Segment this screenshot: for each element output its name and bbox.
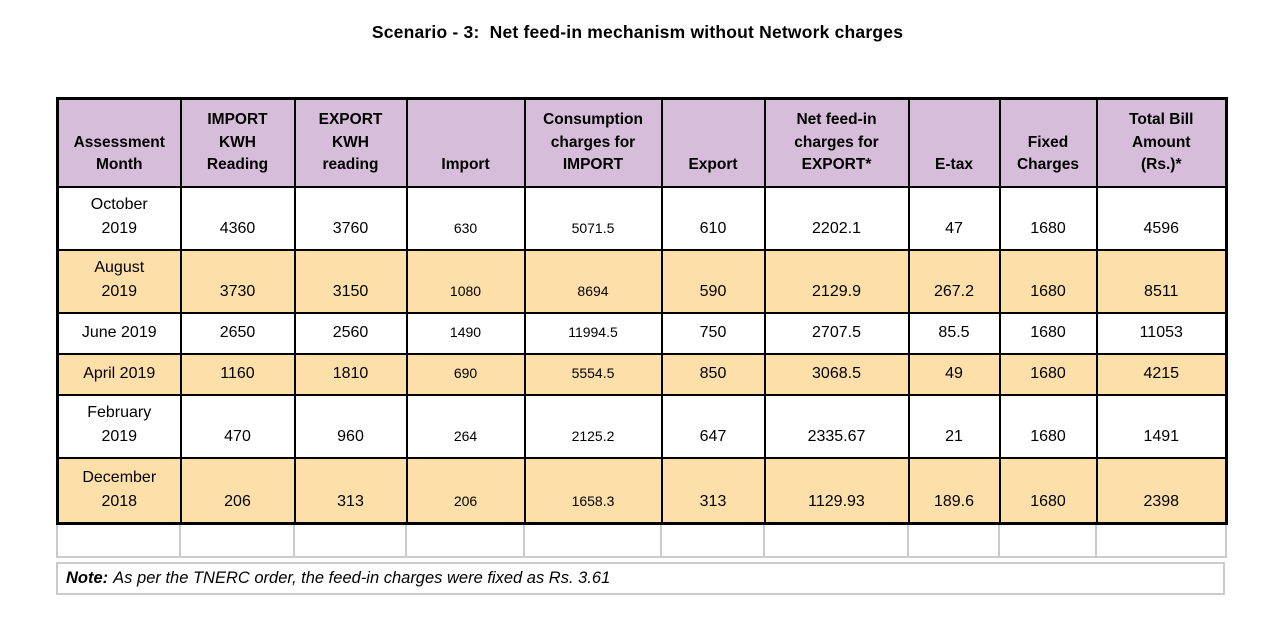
table-row-december-2018: December 2018 206 313 206 1658.3 313 1129… (56, 456, 1228, 525)
table-cell: 2560 (293, 311, 408, 355)
table-cell: 49 (907, 352, 1001, 396)
table-cell: 3150 (293, 248, 408, 314)
table-cell: 750 (660, 311, 766, 355)
table-cell: 850 (660, 352, 766, 396)
empty-spreadsheet-row (56, 525, 1227, 558)
table-cell: 960 (293, 393, 408, 459)
cell-month: April 2019 (56, 352, 182, 396)
table-cell: 47 (907, 185, 1001, 251)
table-cell: 3068.5 (763, 352, 910, 396)
table-cell: 2650 (179, 311, 296, 355)
table-cell: 1160 (179, 352, 296, 396)
table-cell: 1129.93 (763, 456, 910, 525)
table-cell: 264 (405, 393, 526, 459)
table-cell: 1810 (293, 352, 408, 396)
empty-cell (179, 525, 295, 558)
table-cell: 1490 (405, 311, 526, 355)
empty-cell (998, 525, 1097, 558)
table-cell: 85.5 (907, 311, 1001, 355)
table-cell: 3730 (179, 248, 296, 314)
table-cell: 4596 (1095, 185, 1228, 251)
cell-month: October 2019 (56, 185, 182, 251)
empty-row (56, 525, 1227, 558)
table-cell: 5071.5 (523, 185, 663, 251)
cell-month: February 2019 (56, 393, 182, 459)
col-header-assessment-month: Assessment Month (56, 97, 182, 188)
table-row-june-2019: June 2019 2650 2560 1490 11994.5 750 270… (56, 311, 1228, 355)
note-label: Note: (66, 569, 109, 587)
table-cell: 630 (405, 185, 526, 251)
table-cell: 313 (660, 456, 766, 525)
table-cell: 2335.67 (763, 393, 910, 459)
table-cell: 610 (660, 185, 766, 251)
table-cell: 1080 (405, 248, 526, 314)
empty-cell (660, 525, 765, 558)
billing-table: Assessment Month IMPORT KWH Reading EXPORT K… (56, 97, 1228, 525)
empty-cell (523, 525, 662, 558)
empty-cell (763, 525, 909, 558)
table-row-august-2019: August 2019 3730 3150 1080 8694 590 2129.… (56, 248, 1228, 314)
table-row-february-2019: February 2019 470 960 264 2125.2 647 2335… (56, 393, 1228, 459)
table-cell: 1680 (998, 185, 1098, 251)
table-cell: 313 (293, 456, 408, 525)
table-cell: 590 (660, 248, 766, 314)
table-cell: 2125.2 (523, 393, 663, 459)
empty-cell (56, 525, 181, 558)
cell-month: August 2019 (56, 248, 182, 314)
table-cell: 11053 (1095, 311, 1228, 355)
table-cell: 1680 (998, 456, 1098, 525)
table-cell: 1680 (998, 393, 1098, 459)
table-cell: 2707.5 (763, 311, 910, 355)
table-cell: 4360 (179, 185, 296, 251)
table-row-october-2019: October 2019 4360 3760 630 5071.5 610 220… (56, 185, 1228, 251)
table-cell: 206 (179, 456, 296, 525)
col-header-import-kwh-reading: IMPORT KWH Reading (179, 97, 296, 188)
page-title: Scenario - 3: Net feed-in mechanism with… (371, 22, 904, 42)
table-cell: 1680 (998, 352, 1098, 396)
col-header-consumption-charges: Consumption charges for IMPORT (523, 97, 663, 188)
table-cell: 267.2 (907, 248, 1001, 314)
table-cell: 1680 (998, 248, 1098, 314)
col-header-fixed-charges: Fixed Charges (998, 97, 1098, 188)
table-cell: 206 (405, 456, 526, 525)
table-cell: 647 (660, 393, 766, 459)
table-cell: 1658.3 (523, 456, 663, 525)
empty-cell (1095, 525, 1227, 558)
col-header-export: Export (660, 97, 766, 188)
table-cell: 8694 (523, 248, 663, 314)
empty-cell (293, 525, 407, 558)
col-header-total-bill-amount: Total Bill Amount (Rs.)* (1095, 97, 1228, 188)
billing-table-container: Assessment Month IMPORT KWH Reading EXPORT K… (56, 97, 1228, 595)
table-cell: 11994.5 (523, 311, 663, 355)
table-cell: 1491 (1095, 393, 1228, 459)
table-cell: 690 (405, 352, 526, 396)
col-header-net-feedin-charges: Net feed-in charges for EXPORT* (763, 97, 910, 188)
table-cell: 5554.5 (523, 352, 663, 396)
cell-month: December 2018 (56, 456, 182, 525)
note-row: Note: As per the TNERC order, the feed-i… (56, 562, 1225, 595)
table-cell: 2129.9 (763, 248, 910, 314)
header-row: Assessment Month IMPORT KWH Reading EXPORT K… (56, 97, 1228, 188)
col-header-export-kwh-reading: EXPORT KWH reading (293, 97, 408, 188)
col-header-etax: E-tax (907, 97, 1001, 188)
col-header-import: Import (405, 97, 526, 188)
empty-cell (907, 525, 1000, 558)
table-row-april-2019: April 2019 1160 1810 690 5554.5 850 3068… (56, 352, 1228, 396)
table-cell: 4215 (1095, 352, 1228, 396)
empty-cell (405, 525, 525, 558)
table-cell: 189.6 (907, 456, 1001, 525)
table-cell: 8511 (1095, 248, 1228, 314)
table-cell: 1680 (998, 311, 1098, 355)
table-cell: 470 (179, 393, 296, 459)
table-cell: 3760 (293, 185, 408, 251)
table-cell: 2398 (1095, 456, 1228, 525)
note-text: As per the TNERC order, the feed-in char… (113, 569, 611, 587)
table-cell: 2202.1 (763, 185, 910, 251)
cell-month: June 2019 (56, 311, 182, 355)
table-cell: 21 (907, 393, 1001, 459)
